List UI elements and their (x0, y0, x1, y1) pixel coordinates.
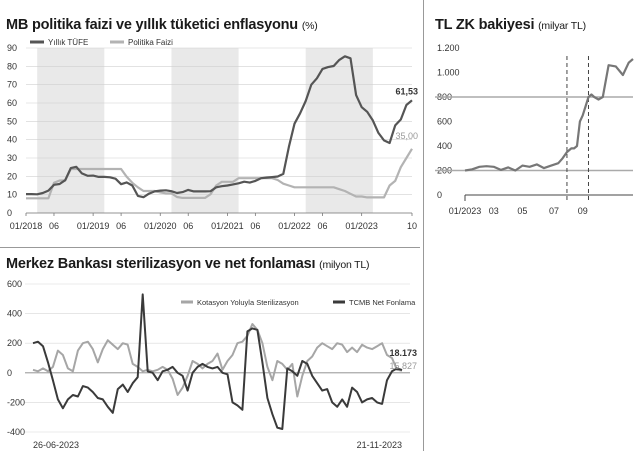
legend-label: Politika Faizi (128, 38, 173, 47)
x-tick-label: 10 (407, 221, 417, 231)
chart-title: TL ZK bakiyesi (milyar TL) (435, 17, 586, 33)
x-tick-label: 01/2022 (278, 221, 311, 231)
end-value-label: 35,00 (395, 131, 418, 141)
shaded-band (37, 48, 105, 213)
series-line (26, 55, 413, 199)
y-tick-label: 40 (7, 135, 17, 145)
y-tick-label: 400 (7, 309, 22, 319)
end-value-label: 15.827 (389, 361, 417, 371)
chart-title: MB politika faizi ve yıllık tüketici enf… (6, 17, 318, 33)
x-tick-label: 07 (549, 206, 559, 216)
chart-title-text: TL ZK bakiyesi (435, 17, 535, 33)
x-tick-label: 01/2023 (449, 206, 482, 216)
y-tick-label: -400 (7, 427, 25, 437)
series-line (32, 293, 403, 430)
chart-title: Merkez Bankası sterilizasyon ve net fonl… (6, 256, 369, 272)
x-tick-label: 06 (317, 221, 327, 231)
y-tick-label: 1.000 (437, 68, 460, 78)
x-tick-label: 01/2018 (10, 221, 43, 231)
y-tick-label: 10 (7, 190, 17, 200)
x-tick-label: 06 (49, 221, 59, 231)
series-line (26, 148, 413, 200)
x-tick-label: 05 (517, 206, 527, 216)
x-tick-label: 01/2023 (345, 221, 378, 231)
x-tick-label: 06 (116, 221, 126, 231)
y-tick-label: 60 (7, 98, 17, 108)
y-tick-label: 30 (7, 153, 17, 163)
y-tick-label: 80 (7, 61, 17, 71)
chart-unit: (%) (301, 20, 318, 32)
x-tick-label: 21-11-2023 (357, 440, 402, 450)
chart-title-text: Merkez Bankası sterilizasyon ve net fonl… (6, 256, 316, 272)
y-tick-label: 200 (7, 338, 22, 348)
x-tick-label: 01/2019 (77, 221, 110, 231)
y-tick-label: 0 (437, 190, 442, 200)
legend-label: Yıllık TÜFE (48, 38, 88, 47)
y-tick-label: 0 (7, 368, 12, 378)
y-tick-label: 90 (7, 43, 17, 53)
y-tick-label: 600 (437, 117, 452, 127)
x-tick-label: 01/2021 (211, 221, 244, 231)
series-line (32, 323, 403, 398)
horizontal-separator (0, 247, 420, 248)
end-value-label: 18.173 (389, 348, 417, 358)
x-tick-label: 03 (489, 206, 499, 216)
y-tick-label: -200 (7, 397, 25, 407)
y-tick-label: 0 (7, 208, 12, 218)
y-tick-label: 600 (7, 279, 22, 289)
x-tick-label: 26-06-2023 (33, 440, 79, 450)
y-tick-label: 20 (7, 171, 17, 181)
legend-label: Kotasyon Yoluyla Sterilizasyon (197, 298, 299, 307)
x-tick-label: 01/2020 (144, 221, 177, 231)
chart-unit: (milyon TL) (319, 259, 370, 271)
end-value-label: 61,53 (395, 86, 418, 96)
chart-unit: (milyar TL) (538, 20, 586, 32)
y-tick-label: 70 (7, 80, 17, 90)
x-tick-label: 06 (250, 221, 260, 231)
shaded-band (305, 48, 373, 213)
y-tick-label: 400 (437, 141, 452, 151)
legend-label: TCMB Net Fonlama (349, 298, 416, 307)
y-tick-label: 1.200 (437, 43, 460, 53)
y-tick-label: 50 (7, 116, 17, 126)
chart-title-text: MB politika faizi ve yıllık tüketici enf… (6, 17, 298, 33)
x-tick-label: 09 (578, 206, 588, 216)
series-line (464, 58, 634, 172)
vertical-separator (423, 0, 424, 451)
x-tick-label: 06 (183, 221, 193, 231)
